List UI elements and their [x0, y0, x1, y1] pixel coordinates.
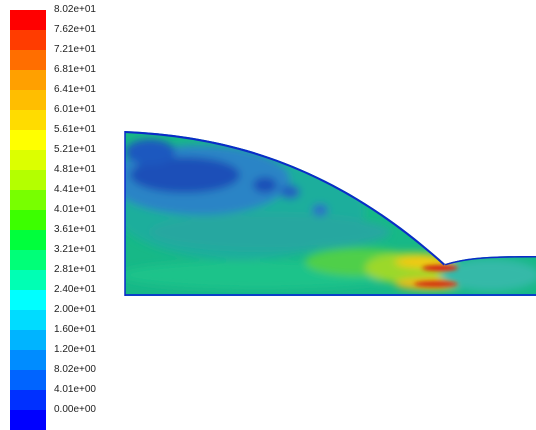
- legend-label: 1.60e+01: [54, 324, 96, 335]
- legend-swatch: [10, 250, 46, 270]
- legend-label: 6.81e+01: [54, 64, 96, 75]
- legend-label: 8.02e+01: [54, 4, 96, 15]
- legend-label: 3.21e+01: [54, 244, 96, 255]
- legend-label: 6.41e+01: [54, 84, 96, 95]
- legend-swatch: [10, 30, 46, 50]
- legend-swatch: [10, 210, 46, 230]
- legend-label: 1.20e+01: [54, 344, 96, 355]
- legend-swatch: [10, 370, 46, 390]
- legend-swatch: [10, 350, 46, 370]
- legend-label: 7.62e+01: [54, 24, 96, 35]
- legend-label: 4.41e+01: [54, 184, 96, 195]
- legend-swatch: [10, 70, 46, 90]
- legend-label: 2.00e+01: [54, 304, 96, 315]
- legend-label: 7.21e+01: [54, 44, 96, 55]
- legend-label: 4.01e+00: [54, 384, 96, 395]
- legend-label: 2.40e+01: [54, 284, 96, 295]
- velocity-field: [125, 131, 536, 296]
- legend-label: 6.01e+01: [54, 104, 96, 115]
- legend-label: 3.61e+01: [54, 224, 96, 235]
- legend-label: 5.21e+01: [54, 144, 96, 155]
- legend-swatch: [10, 130, 46, 150]
- legend-swatch: [10, 310, 46, 330]
- legend-swatch: [10, 270, 46, 290]
- legend-label: 8.02e+00: [54, 364, 96, 375]
- legend-label: 4.81e+01: [54, 164, 96, 175]
- legend-swatch: [10, 10, 46, 30]
- legend-swatch: [10, 110, 46, 130]
- legend-label: 2.81e+01: [54, 264, 96, 275]
- legend-swatch: [10, 390, 46, 410]
- legend-swatch: [10, 290, 46, 310]
- legend-swatch: [10, 170, 46, 190]
- contour-plot: [124, 131, 536, 296]
- legend-swatch: [10, 190, 46, 210]
- legend-label: 4.01e+01: [54, 204, 96, 215]
- legend-swatch: [10, 230, 46, 250]
- legend-swatch: [10, 150, 46, 170]
- legend-swatch: [10, 90, 46, 110]
- legend-label: 5.61e+01: [54, 124, 96, 135]
- legend-swatch: [10, 330, 46, 350]
- legend-swatch: [10, 50, 46, 70]
- legend-label: 0.00e+00: [54, 404, 96, 415]
- colormap-legend: 8.02e+01 7.62e+01 7.21e+01 6.81e+01 6.41e+01…: [0, 0, 120, 430]
